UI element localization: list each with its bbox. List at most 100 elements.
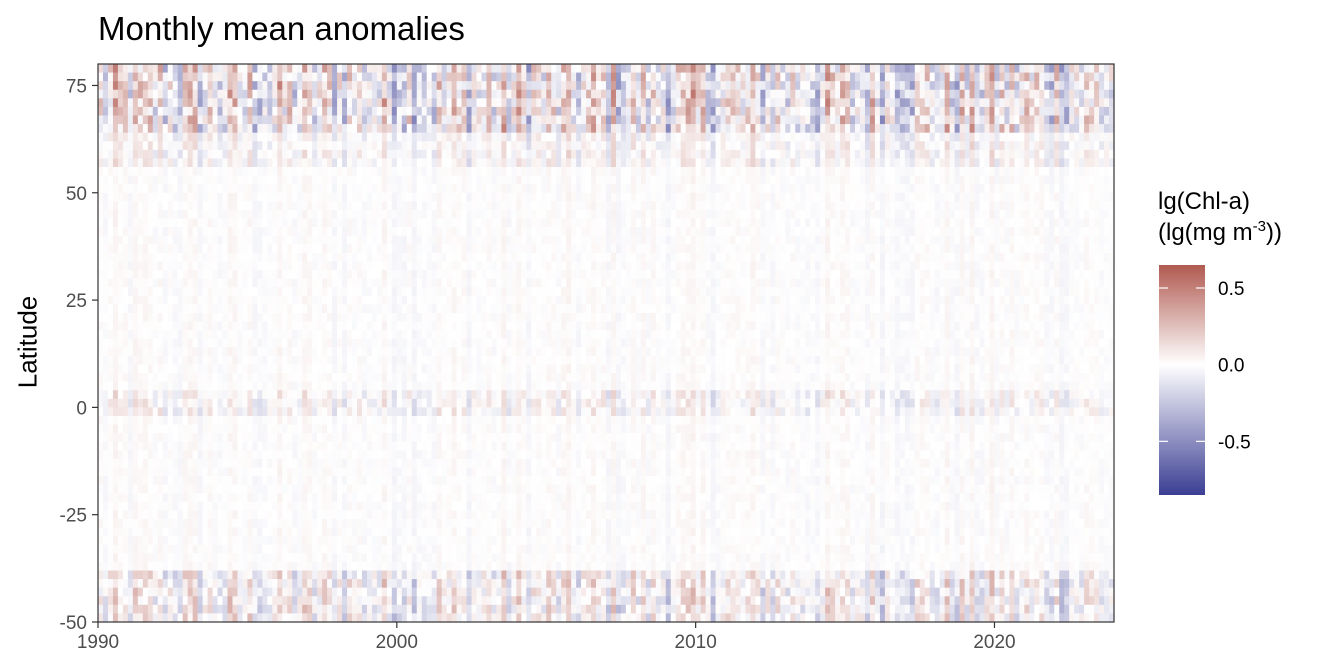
- heatmap-cell: [919, 227, 926, 237]
- heatmap-cell: [999, 227, 1006, 237]
- heatmap-cell: [1084, 81, 1090, 91]
- heatmap-cell: [376, 167, 383, 177]
- heatmap-cell: [197, 115, 204, 125]
- heatmap-cell: [212, 141, 219, 151]
- heatmap-cell: [98, 209, 104, 220]
- heatmap-cell: [571, 132, 577, 142]
- heatmap-cell: [790, 124, 796, 134]
- heatmap-cell: [441, 201, 448, 211]
- heatmap-cell: [1109, 209, 1115, 220]
- heatmap-cell: [182, 218, 189, 228]
- heatmap-cell: [690, 244, 697, 254]
- heatmap-cell: [949, 115, 956, 125]
- heatmap-cell: [371, 64, 378, 74]
- heatmap-cell: [441, 261, 448, 271]
- heatmap-cell: [670, 158, 677, 168]
- heatmap-cell: [352, 158, 358, 168]
- heatmap-cell: [217, 106, 224, 117]
- heatmap-cell: [1004, 184, 1011, 194]
- heatmap-cell: [934, 115, 941, 125]
- heatmap-cell: [112, 167, 119, 177]
- heatmap-cell: [735, 81, 742, 91]
- heatmap-cell: [725, 244, 732, 254]
- heatmap-cell: [1009, 167, 1015, 177]
- heatmap-cell: [670, 89, 677, 99]
- heatmap-cell: [964, 89, 971, 99]
- heatmap-cell: [775, 98, 781, 108]
- heatmap-cell: [172, 201, 179, 211]
- heatmap-cell: [327, 98, 333, 108]
- heatmap-cell: [845, 132, 851, 142]
- heatmap-cell: [441, 98, 448, 108]
- heatmap-cell: [596, 72, 602, 82]
- heatmap-cell: [715, 149, 722, 160]
- heatmap-cell: [944, 64, 951, 74]
- heatmap-cell: [1089, 201, 1095, 211]
- heatmap-cell: [695, 124, 702, 134]
- heatmap-cell: [381, 149, 388, 160]
- heatmap-cell: [257, 218, 263, 228]
- heatmap-cell: [1009, 201, 1015, 211]
- heatmap-cell: [332, 192, 338, 202]
- heatmap-cell: [750, 98, 757, 108]
- heatmap-cell: [162, 201, 169, 211]
- heatmap-cell: [501, 72, 507, 82]
- heatmap-cell: [551, 115, 557, 125]
- heatmap-cell: [297, 244, 303, 254]
- heatmap-cell: [645, 106, 652, 117]
- heatmap-cell: [665, 115, 672, 125]
- heatmap-cell: [904, 244, 911, 254]
- heatmap-cell: [685, 72, 692, 82]
- heatmap-cell: [237, 132, 244, 142]
- heatmap-cell: [576, 89, 582, 99]
- heatmap-cell: [660, 124, 667, 134]
- heatmap-cell: [855, 192, 861, 202]
- heatmap-cell: [1109, 158, 1115, 168]
- heatmap-cell: [630, 184, 637, 194]
- heatmap-cell: [889, 184, 896, 194]
- heatmap-cell: [426, 227, 433, 237]
- heatmap-cell: [775, 227, 781, 237]
- heatmap-cell: [352, 149, 358, 160]
- heatmap-cell: [959, 201, 966, 211]
- heatmap-cell: [571, 227, 577, 237]
- heatmap-cell: [307, 244, 313, 254]
- heatmap-cell: [561, 167, 567, 177]
- heatmap-cell: [182, 270, 189, 280]
- heatmap-cell: [516, 192, 522, 202]
- heatmap-cell: [889, 235, 896, 245]
- heatmap-cell: [376, 141, 383, 151]
- heatmap-cell: [347, 235, 353, 245]
- heatmap-cell: [989, 244, 996, 254]
- heatmap-cell: [122, 98, 129, 108]
- heatmap-cell: [1024, 132, 1030, 142]
- heatmap-cell: [347, 124, 353, 134]
- heatmap-cell: [416, 209, 423, 220]
- heatmap-cell: [356, 175, 363, 185]
- heatmap-cell: [675, 98, 682, 108]
- heatmap-cell: [790, 89, 796, 99]
- heatmap-cell: [242, 141, 249, 151]
- heatmap-cell: [187, 244, 194, 254]
- heatmap-cell: [924, 106, 931, 117]
- heatmap-cell: [317, 192, 323, 202]
- heatmap-cell: [994, 261, 1001, 271]
- heatmap-cell: [1009, 261, 1015, 271]
- heatmap-cell: [317, 149, 323, 160]
- heatmap-cell: [421, 218, 428, 228]
- heatmap-cell: [775, 149, 781, 160]
- heatmap-cell: [371, 149, 378, 160]
- heatmap-cell: [879, 218, 886, 228]
- heatmap-cell: [904, 252, 911, 263]
- heatmap-cell: [1084, 167, 1090, 177]
- heatmap-cell: [486, 270, 493, 280]
- heatmap-cell: [337, 149, 343, 160]
- heatmap-cell: [725, 252, 732, 263]
- heatmap-cell: [322, 270, 328, 280]
- heatmap-cell: [381, 270, 388, 280]
- heatmap-cell: [551, 141, 557, 151]
- heatmap-cell: [332, 227, 338, 237]
- heatmap-cell: [441, 89, 448, 99]
- heatmap-cell: [536, 124, 542, 134]
- heatmap-cell: [227, 244, 234, 254]
